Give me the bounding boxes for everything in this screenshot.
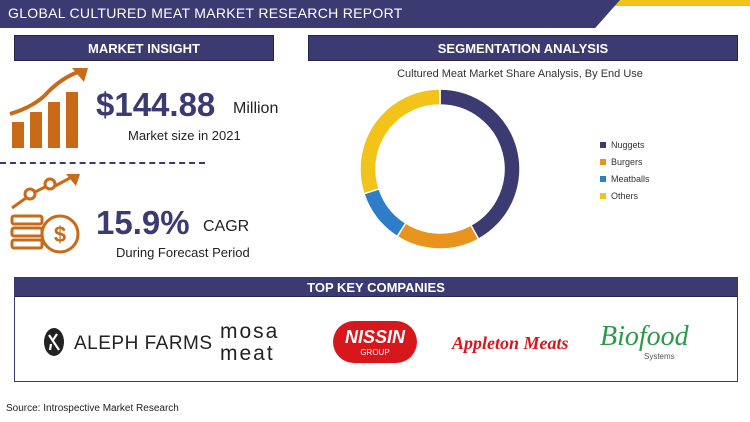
legend-swatch-burgers — [600, 158, 606, 165]
svg-text:$: $ — [54, 222, 66, 247]
donut-slice-burgers — [396, 222, 480, 250]
cagr-value: 15.9% — [96, 204, 190, 241]
company-logo-appleton-meats: Appleton Meats — [452, 333, 569, 353]
legend-item-meatballs: Meatballs — [600, 170, 650, 187]
legend-label-burgers: Burgers — [611, 156, 643, 167]
donut-slice-nuggets — [439, 88, 521, 241]
company-logo-aleph-farms: ALEPH FARMS — [74, 333, 213, 354]
legend-label-nuggets: Nuggets — [611, 139, 645, 150]
legend-swatch-others — [600, 192, 606, 199]
donut-slice-others — [359, 88, 441, 195]
aleph-logo-icon — [44, 328, 64, 356]
biofood-name: Biofood — [600, 321, 689, 352]
nissin-name: NISSIN — [344, 327, 405, 347]
growth-chart-icon — [9, 68, 88, 148]
companies-panel — [14, 277, 738, 382]
legend-label-others: Others — [611, 190, 639, 201]
segmentation-header: SEGMENTATION ANALYSIS — [308, 35, 738, 61]
chart-title: Cultured Meat Market Share Analysis, By … — [397, 68, 643, 80]
market-size-value: $144.88 — [96, 86, 216, 123]
legend-item-nuggets: Nuggets — [600, 136, 650, 153]
page-title: GLOBAL CULTURED MEAT MARKET RESEARCH REP… — [8, 5, 403, 21]
company-logo-biofood: Biofood Systems — [600, 321, 720, 362]
mosa-meat-line2: MEAT — [220, 342, 275, 365]
mosa-meat-line1: MOSA — [220, 320, 280, 343]
title-accent-bar — [560, 0, 750, 6]
cagr-caption: During Forecast Period — [116, 245, 250, 260]
money-growth-icon: $ — [10, 174, 80, 254]
chart-legend: Nuggets Burgers Meatballs Others — [600, 136, 650, 204]
section-divider — [0, 162, 205, 164]
source-note: Source: Introspective Market Research — [6, 403, 179, 414]
donut-chart — [359, 88, 521, 250]
legend-label-meatballs: Meatballs — [611, 173, 650, 184]
market-insight-header: MARKET INSIGHT — [14, 35, 274, 61]
biofood-sub: Systems — [644, 352, 675, 361]
company-logo-mosa-meat: MOSA MEAT — [220, 321, 279, 365]
title-bar: GLOBAL CULTURED MEAT MARKET RESEARCH REP… — [0, 0, 620, 28]
donut-slice-meatballs — [362, 187, 407, 238]
legend-item-burgers: Burgers — [600, 153, 650, 170]
company-logo-nissin: NISSIN GROUP — [333, 321, 417, 363]
legend-swatch-meatballs — [600, 175, 606, 182]
legend-item-others: Others — [600, 187, 650, 204]
nissin-sub: GROUP — [360, 348, 390, 357]
cagr-unit: CAGR — [203, 218, 250, 235]
market-size-unit: Million — [233, 100, 279, 117]
market-size-caption: Market size in 2021 — [128, 128, 241, 143]
legend-swatch-nuggets — [600, 141, 606, 148]
